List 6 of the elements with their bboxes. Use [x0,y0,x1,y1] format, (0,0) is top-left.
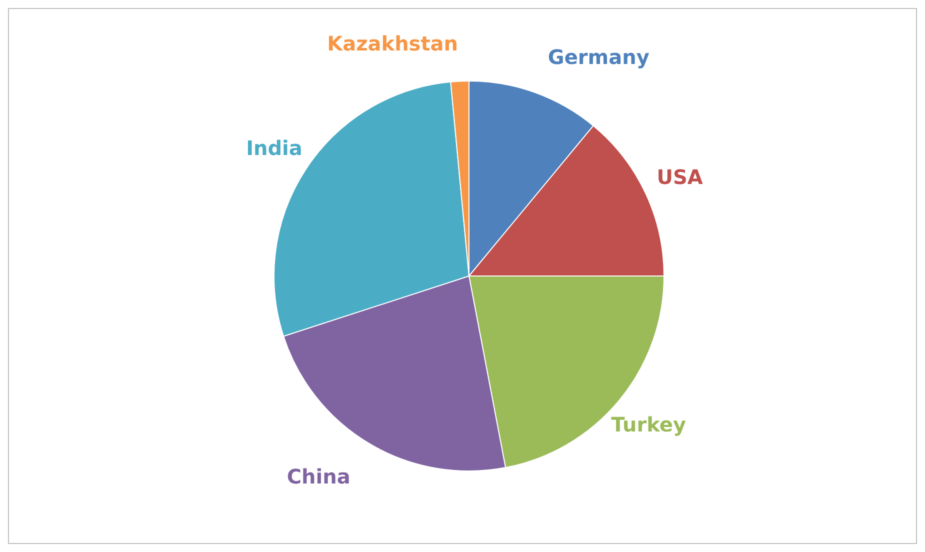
slice-label: Germany [548,44,650,69]
slice-label: Kazakhstan [327,31,458,56]
slice-label: China [286,464,350,489]
slice-label: USA [656,164,704,189]
slice-label: India [246,136,302,160]
slice-label: Turkey [611,412,686,437]
